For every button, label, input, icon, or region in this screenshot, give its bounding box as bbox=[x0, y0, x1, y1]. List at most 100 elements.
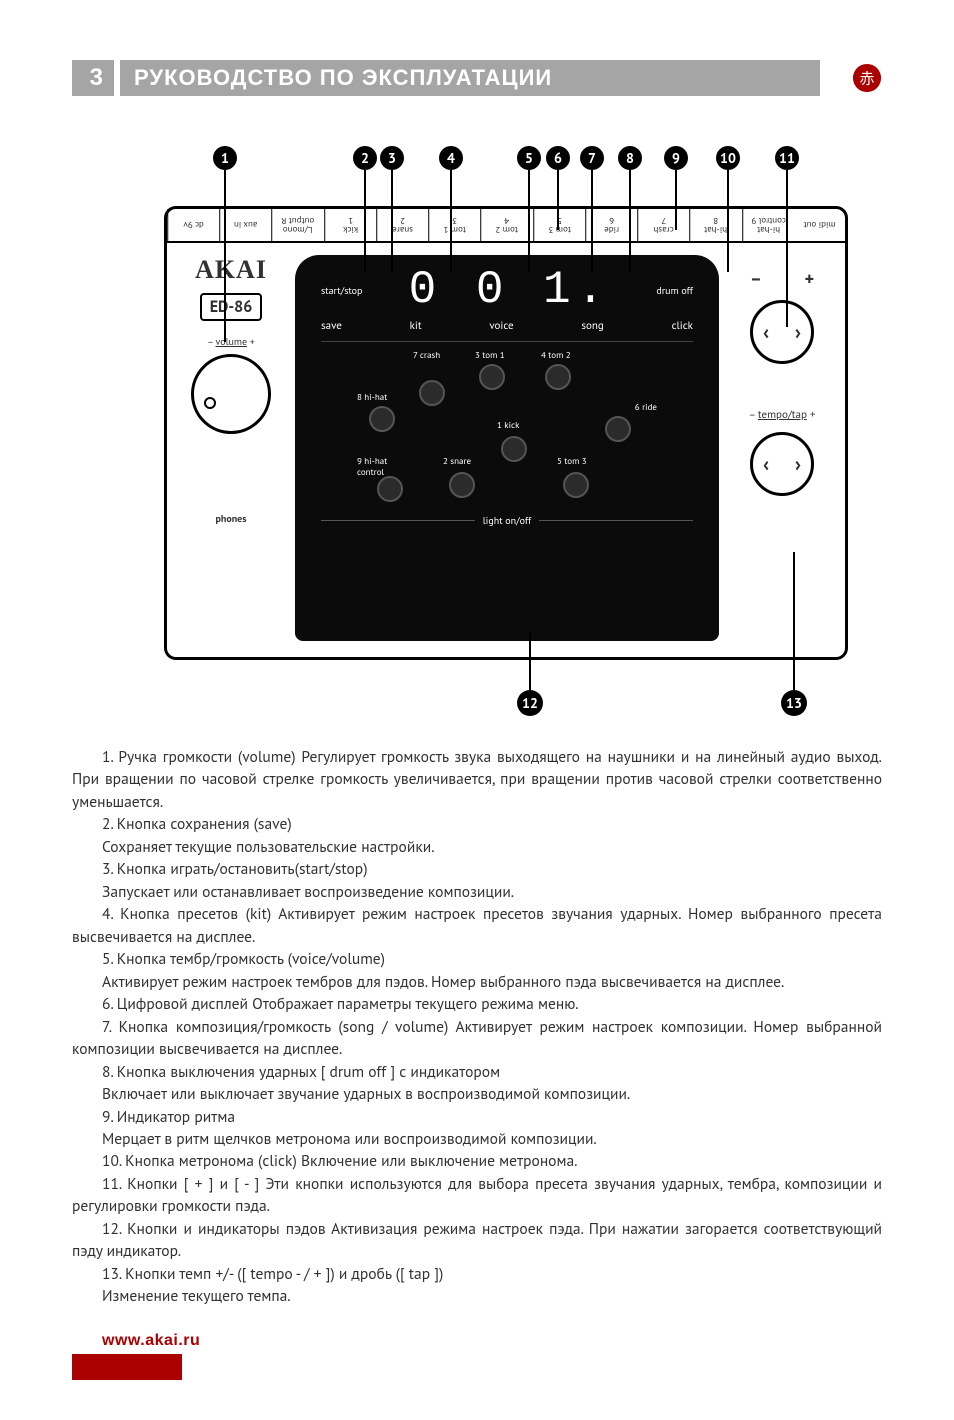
kit-label: kit bbox=[410, 319, 422, 333]
callout-12: 12 bbox=[517, 690, 543, 716]
pad-label-hhcontrol: 9 hi-hat control bbox=[357, 456, 387, 478]
voice-label: voice bbox=[489, 319, 513, 333]
paragraph: 11. Кнопки [ + ] и [ - ] Эти кнопки испо… bbox=[72, 1173, 882, 1218]
drumoff-label: drum off bbox=[656, 284, 693, 297]
brand-label: AKAI bbox=[167, 255, 295, 285]
callout-line bbox=[391, 170, 393, 272]
plusminus-row: – + bbox=[719, 267, 845, 290]
body-text: 1. Ручка громкости (volume) Регулирует г… bbox=[72, 746, 882, 1308]
callout-9: 9 bbox=[664, 146, 688, 170]
jack-label: L/mono output R bbox=[271, 209, 323, 241]
paragraph: 9. Индикатор ритма bbox=[72, 1106, 882, 1128]
jack-label: aux in bbox=[219, 209, 271, 241]
jack-label: midi out bbox=[794, 209, 845, 241]
callout-10: 10 bbox=[716, 146, 740, 170]
paragraph: Активирует режим настроек тембров для пэ… bbox=[72, 971, 882, 993]
paragraph: Включает или выключает звучание ударных … bbox=[72, 1083, 882, 1105]
module-body: dc 9vaux inL/mono output Rkick 1snare 2t… bbox=[164, 206, 848, 660]
callout-11: 11 bbox=[775, 146, 799, 170]
plus-label: + bbox=[805, 267, 815, 290]
jack-label: kick 1 bbox=[324, 209, 376, 241]
callout-3: 3 bbox=[380, 146, 404, 170]
callout-6: 6 bbox=[546, 146, 570, 170]
callout-line bbox=[528, 170, 530, 272]
chevron-left-icon: ‹ bbox=[763, 319, 769, 345]
paragraph: 13. Кнопки темп +/- ([ tempo - / + ]) и … bbox=[72, 1263, 882, 1285]
model-label: ED-86 bbox=[200, 293, 263, 321]
pad-area: 3 tom 1 4 tom 2 7 crash 8 hi-hat 6 ride … bbox=[357, 350, 657, 510]
pad-ride[interactable] bbox=[605, 416, 631, 442]
right-column: – + ‹ › – tempo/tap + ‹ › bbox=[719, 243, 845, 657]
jack-label: tom 1 3 bbox=[428, 209, 480, 241]
paragraph: Запускает или останавливает воспроизведе… bbox=[72, 881, 882, 903]
pad-kick[interactable] bbox=[501, 436, 527, 462]
page-title: РУКОВОДСТВО ПО ЭКСПЛУАТАЦИИ bbox=[120, 60, 820, 96]
footer-url: www.akai.ru bbox=[72, 1332, 882, 1350]
module-diagram: dc 9vaux inL/mono output Rkick 1snare 2t… bbox=[72, 146, 882, 716]
jack-label: crash 7 bbox=[637, 209, 689, 241]
paragraph: 4. Кнопка пресетов (kit) Активирует режи… bbox=[72, 903, 882, 948]
pad-label-ride: 6 ride bbox=[635, 402, 657, 413]
paragraph: Мерцает в ритм щелчков метронома или вос… bbox=[72, 1128, 882, 1150]
pad-hihat[interactable] bbox=[369, 406, 395, 432]
save-label: save bbox=[321, 319, 342, 333]
callout-5: 5 bbox=[517, 146, 541, 170]
pad-snare[interactable] bbox=[449, 472, 475, 498]
page-number: 3 bbox=[72, 60, 114, 96]
callout-7: 7 bbox=[580, 146, 604, 170]
callout-line bbox=[727, 170, 729, 272]
callout-13: 13 bbox=[781, 690, 807, 716]
paragraph: Сохраняет текущие пользовательские настр… bbox=[72, 836, 882, 858]
jack-label: dc 9v bbox=[167, 209, 219, 241]
tempo-label: – tempo/tap + bbox=[719, 408, 845, 422]
callout-1: 1 bbox=[213, 146, 237, 170]
phones-label: phones bbox=[167, 512, 295, 525]
pad-label-tom3: 5 tom 3 bbox=[557, 456, 587, 467]
chevron-right-icon: › bbox=[795, 319, 801, 345]
pad-tom3[interactable] bbox=[563, 472, 589, 498]
light-label: light on/off bbox=[483, 514, 532, 527]
callout-line bbox=[591, 170, 593, 272]
callout-2: 2 bbox=[353, 146, 377, 170]
volume-label: – volume + bbox=[167, 335, 295, 348]
pad-label-crash: 7 crash bbox=[413, 350, 440, 361]
value-knob[interactable]: ‹ › bbox=[750, 300, 814, 364]
pad-label-hihat: 8 hi-hat bbox=[357, 392, 387, 403]
paragraph: 8. Кнопка выключения ударных [ drum off … bbox=[72, 1061, 882, 1083]
pad-hhcontrol[interactable] bbox=[377, 476, 403, 502]
jack-label: snare 2 bbox=[376, 209, 428, 241]
jack-label: hi-hat 8 bbox=[689, 209, 741, 241]
callout-line bbox=[364, 170, 366, 272]
jack-label: tom 2 4 bbox=[480, 209, 532, 241]
pad-crash[interactable] bbox=[419, 380, 445, 406]
pad-label-kick: 1 kick bbox=[497, 420, 519, 431]
footer-block bbox=[72, 1354, 182, 1380]
paragraph: Изменение текущего темпа. bbox=[72, 1285, 882, 1307]
jack-strip: dc 9vaux inL/mono output Rkick 1snare 2t… bbox=[167, 209, 845, 243]
paragraph: 2. Кнопка сохранения (save) bbox=[72, 813, 882, 835]
digital-display: 0 0 1. bbox=[362, 267, 656, 313]
paragraph: 1. Ручка громкости (volume) Регулирует г… bbox=[72, 746, 882, 813]
page-header: 3 РУКОВОДСТВО ПО ЭКСПЛУАТАЦИИ 赤 bbox=[72, 60, 882, 96]
chevron-left-icon: ‹ bbox=[763, 451, 769, 477]
paragraph: 7. Кнопка композиция/громкость (song / v… bbox=[72, 1016, 882, 1061]
pad-tom2[interactable] bbox=[545, 364, 571, 390]
tempo-knob[interactable]: ‹ › bbox=[750, 432, 814, 496]
volume-knob[interactable] bbox=[191, 354, 271, 434]
light-row: light on/off bbox=[321, 514, 693, 527]
paragraph: 6. Цифровой дисплей Отображает параметры… bbox=[72, 993, 882, 1015]
left-column: AKAI ED-86 – volume + phones bbox=[167, 243, 295, 657]
callout-line bbox=[529, 632, 531, 690]
pad-tom1[interactable] bbox=[479, 364, 505, 390]
paragraph: 3. Кнопка играть/остановить(start/stop) bbox=[72, 858, 882, 880]
callout-line bbox=[629, 170, 631, 272]
center-panel: start/stop 0 0 1. drum off save kit voic… bbox=[295, 255, 719, 641]
callout-8: 8 bbox=[618, 146, 642, 170]
akai-logo-icon: 赤 bbox=[852, 63, 882, 93]
paragraph: 12. Кнопки и индикаторы пэдов Активизаци… bbox=[72, 1218, 882, 1263]
panel-divider bbox=[321, 341, 693, 342]
minus-label: – bbox=[750, 267, 762, 290]
pad-label-tom1: 3 tom 1 bbox=[475, 350, 505, 361]
pad-label-tom2: 4 tom 2 bbox=[541, 350, 571, 361]
pad-label-snare: 2 snare bbox=[443, 456, 471, 467]
